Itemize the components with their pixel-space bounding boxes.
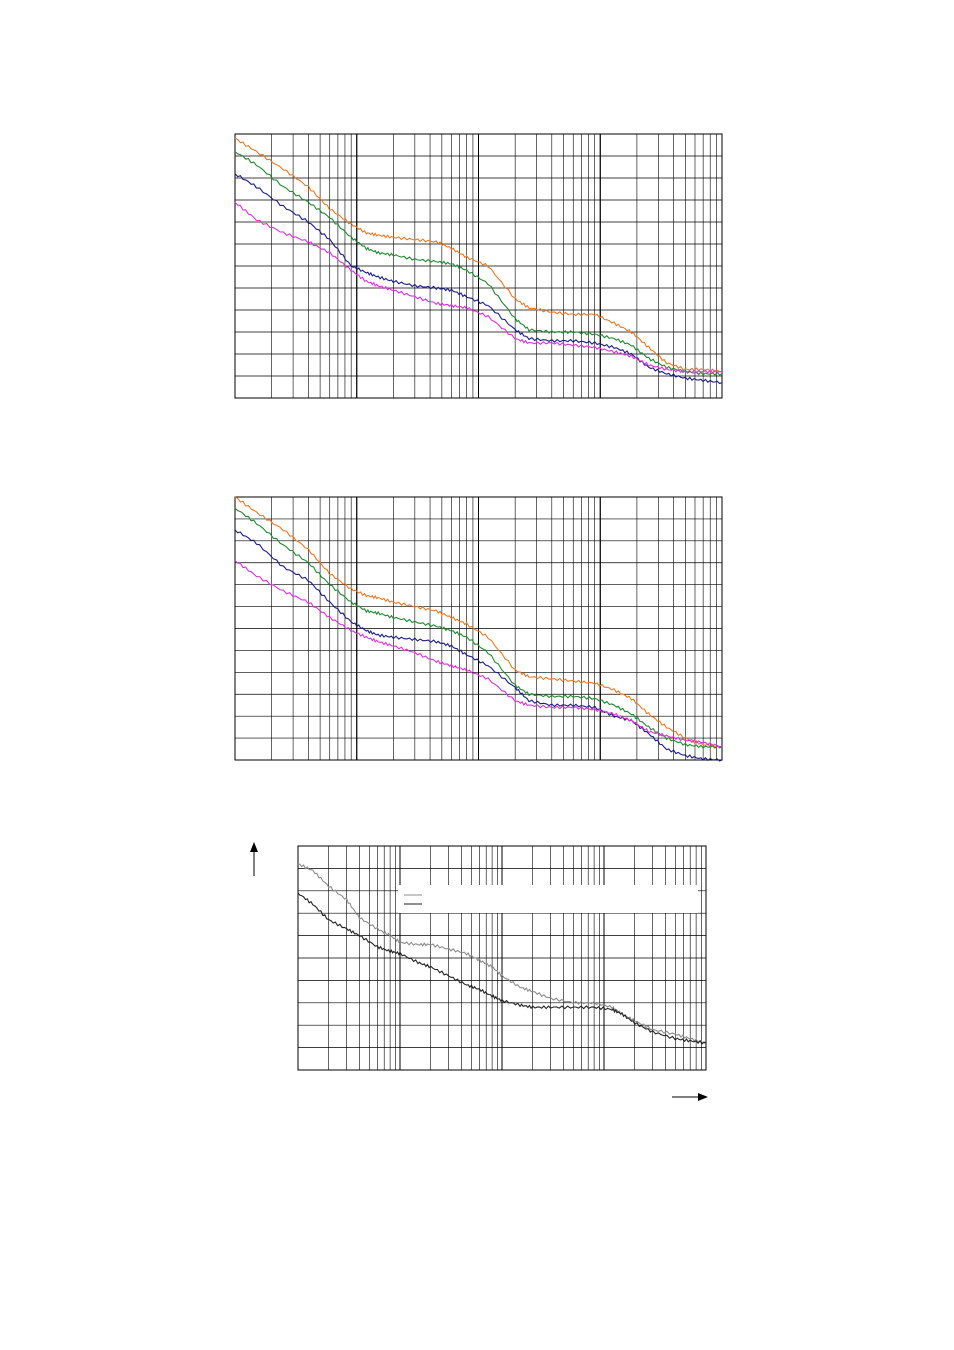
series-line-green: [234, 507, 723, 749]
series-line-navy: [234, 173, 723, 385]
plot-frame: [297, 845, 707, 1071]
series-line-navy: [234, 529, 723, 762]
chart-2: [234, 496, 723, 762]
legend-box: [398, 885, 698, 913]
series-line-gray: [297, 863, 707, 1044]
series-line-magenta: [234, 201, 723, 374]
plot-frame: [234, 496, 723, 761]
series-line-orange: [234, 496, 723, 748]
x-axis-arrow: [672, 1093, 708, 1101]
series-line-magenta: [234, 560, 723, 748]
plot-frame: [234, 133, 723, 399]
y-axis-arrow: [250, 842, 258, 876]
series-line-green: [234, 151, 723, 376]
chart-1: [234, 133, 723, 399]
chart-3: [297, 845, 707, 1071]
series-line-orange: [234, 137, 723, 373]
series-line-dark: [297, 892, 707, 1045]
